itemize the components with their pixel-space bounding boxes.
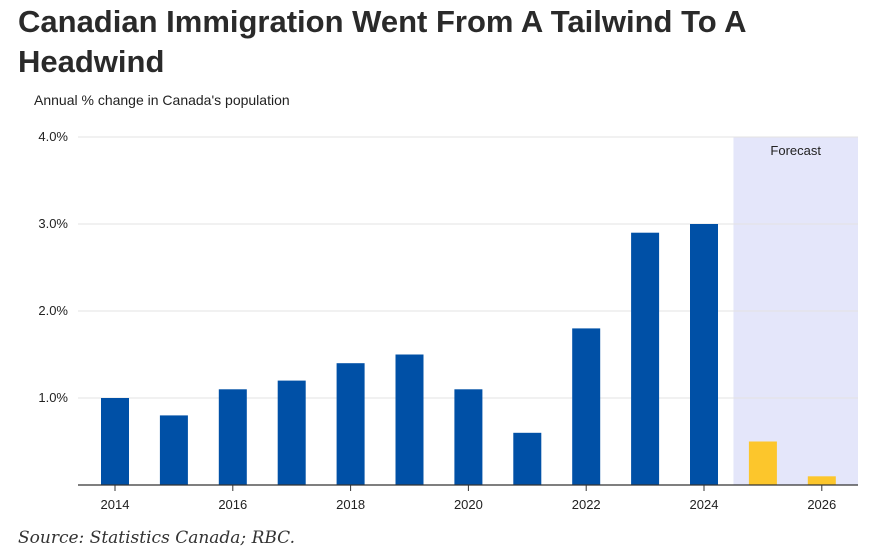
bar-2020	[454, 389, 483, 485]
bar-2021	[513, 432, 542, 485]
bar-2017	[277, 380, 306, 485]
bar-2014	[101, 398, 129, 485]
bar-2019	[395, 354, 424, 485]
x-tick-label: 2020	[454, 497, 483, 512]
y-tick-label: 4.0%	[38, 129, 68, 144]
bar-2015	[159, 415, 188, 485]
x-tick-label: 2022	[572, 497, 601, 512]
bar-2024	[690, 224, 718, 485]
source-note: Source: Statistics Canada; RBC.	[18, 528, 295, 548]
bar-2022	[572, 328, 601, 485]
x-tick-label: 2024	[690, 497, 719, 512]
x-tick-label: 2026	[807, 497, 836, 512]
bar-2018	[336, 363, 365, 485]
y-tick-label: 3.0%	[38, 216, 68, 231]
y-tick-label: 1.0%	[38, 390, 68, 405]
x-tick-label: 2014	[101, 497, 130, 512]
bar-2016	[218, 389, 247, 485]
x-tick-label: 2016	[218, 497, 247, 512]
y-tick-label: 2.0%	[38, 303, 68, 318]
bar-2023	[631, 232, 660, 485]
chart-title: Canadian Immigration Went From A Tailwin…	[18, 4, 746, 79]
x-tick-label: 2018	[336, 497, 365, 512]
chart-subtitle: Annual % change in Canada's population	[34, 92, 290, 108]
forecast-bar-2026	[807, 476, 836, 485]
forecast-bar-2025	[748, 441, 777, 485]
forecast-label: Forecast	[770, 143, 821, 158]
